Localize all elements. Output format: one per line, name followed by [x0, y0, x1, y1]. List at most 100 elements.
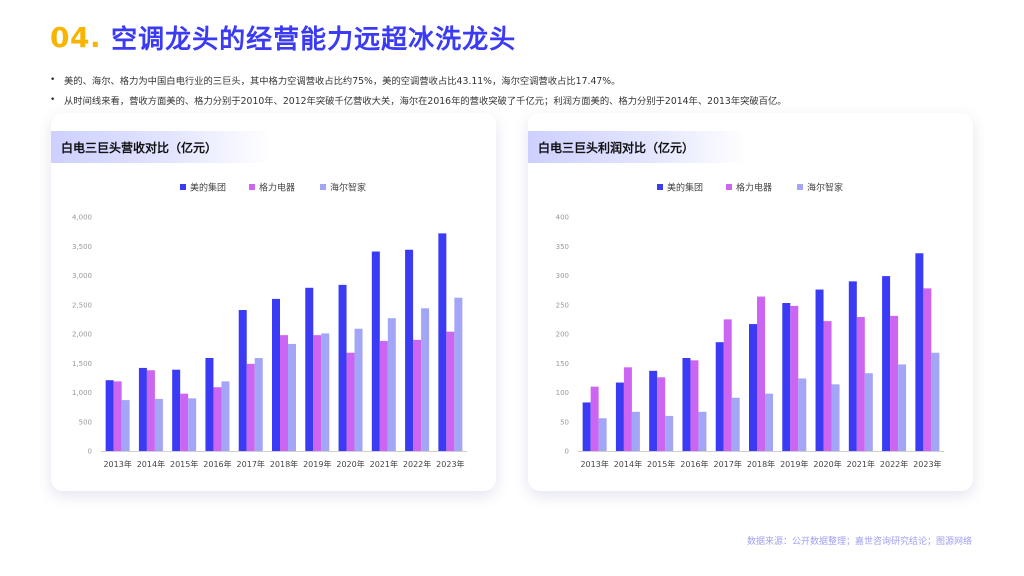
legend-label: 格力电器	[736, 182, 772, 194]
bar	[238, 310, 247, 451]
bullet-text: 从时间线来看，营收方面美的、格力分别于2010年、2012年突破千亿营收大关，海…	[64, 96, 787, 107]
bar	[454, 297, 463, 451]
bar	[723, 319, 732, 451]
revenue-chart-title: 白电三巨头营收对比（亿元）	[51, 131, 271, 163]
legend-swatch	[320, 184, 326, 190]
bar	[931, 352, 940, 451]
x-tick-label: 2018年	[270, 459, 298, 469]
bar	[623, 367, 632, 451]
y-tick-label: 300	[556, 272, 569, 280]
bar	[387, 318, 396, 451]
bar	[765, 393, 773, 451]
bar	[413, 339, 422, 451]
y-tick-label: 1,000	[72, 389, 92, 397]
y-tick-label: 250	[556, 301, 569, 309]
y-tick-label: 2,000	[72, 331, 92, 339]
legend-swatch	[797, 184, 803, 190]
bar	[815, 289, 824, 451]
bar	[280, 335, 288, 451]
y-tick-label: 500	[79, 418, 92, 426]
legend-swatch	[180, 184, 186, 190]
x-tick-label: 2018年	[747, 459, 775, 469]
section-number: 04.	[50, 20, 102, 54]
bar	[782, 302, 791, 451]
legend-label: 海尔智家	[330, 182, 366, 194]
bar	[272, 298, 280, 451]
bar	[254, 357, 263, 451]
y-tick-label: 400	[556, 214, 569, 222]
bar	[321, 333, 330, 451]
bar	[898, 364, 907, 451]
x-tick-label: 2022年	[880, 459, 908, 469]
bar	[657, 377, 666, 451]
x-tick-label: 2017年	[714, 459, 742, 469]
y-tick-label: 1,500	[72, 360, 92, 368]
x-tick-label: 2021年	[847, 459, 875, 469]
bar	[172, 369, 181, 451]
bar	[421, 308, 430, 451]
legend-label: 美的集团	[190, 182, 226, 194]
bar	[138, 367, 147, 451]
bar	[438, 233, 447, 451]
x-tick-label: 2014年	[614, 459, 642, 469]
profit-chart-title: 白电三巨头利润对比（亿元）	[528, 131, 748, 163]
x-tick-label: 2021年	[370, 459, 398, 469]
bar	[823, 321, 832, 451]
x-tick-label: 2017年	[237, 459, 265, 469]
bar	[598, 418, 607, 451]
bar	[354, 328, 363, 451]
bar	[121, 400, 130, 451]
bar	[590, 386, 599, 451]
bar	[405, 249, 414, 451]
bullet-text: 美的、海尔、格力为中国白电行业的三巨头，其中格力空调营收占比约75%，美的空调营…	[64, 76, 621, 87]
y-tick-label: 0	[565, 448, 569, 456]
y-tick-label: 200	[556, 331, 569, 339]
legend-label: 美的集团	[667, 182, 703, 194]
bullet-dot: •	[50, 95, 56, 105]
bar	[188, 398, 197, 451]
bar	[698, 411, 707, 451]
legend-label: 海尔智家	[807, 182, 843, 194]
bar	[690, 360, 699, 451]
bar	[213, 387, 222, 451]
profit-chart: 美的集团 格力电器 海尔智家 0 50 100 150 200 250 300 350 400 2013…	[556, 182, 944, 469]
x-tick-label: 2020年	[813, 459, 841, 469]
bar	[313, 335, 322, 451]
y-tick-label: 0	[88, 448, 92, 456]
bar	[105, 380, 114, 451]
bar	[205, 357, 214, 451]
bar	[890, 315, 899, 451]
x-tick-label: 2016年	[680, 459, 708, 469]
bullet-dot: •	[50, 75, 56, 85]
profit-chart-card: 白电三巨头利润对比（亿元） 美的集团 格力电器 海尔智家 0 50 100 150 200 25…	[528, 113, 973, 491]
page-title: 04. 空调龙头的经营能力远超冰洗龙头	[50, 15, 516, 59]
y-tick-label: 350	[556, 243, 569, 251]
y-tick-label: 100	[556, 389, 569, 397]
bullet-item: • 美的、海尔、格力为中国白电行业的三巨头，其中格力空调营收占比约75%，美的空…	[50, 70, 1000, 90]
bar	[379, 341, 388, 451]
bar	[113, 381, 122, 451]
bar	[221, 381, 230, 451]
bar	[288, 343, 296, 451]
revenue-chart: 美的集团 格力电器 海尔智家 0 500 1,000 1,500 2,000 2,500 3,00…	[72, 182, 467, 469]
y-tick-label: 150	[556, 360, 569, 368]
bar	[154, 398, 163, 451]
y-tick-label: 3,500	[72, 243, 92, 251]
bar	[848, 281, 857, 451]
x-tick-label: 2013年	[580, 459, 608, 469]
legend-swatch	[657, 184, 663, 190]
bar	[882, 276, 891, 451]
x-tick-label: 2023年	[913, 459, 941, 469]
legend-swatch	[726, 184, 732, 190]
x-tick-label: 2019年	[780, 459, 808, 469]
revenue-chart-card: 白电三巨头营收对比（亿元） 美的集团 格力电器 海尔智家 0 500 1,000 1,500…	[51, 113, 496, 491]
y-tick-label: 4,000	[72, 214, 92, 222]
x-tick-label: 2015年	[647, 459, 675, 469]
bar	[146, 370, 155, 451]
bullet-item: • 从时间线来看，营收方面美的、格力分别于2010年、2012年突破千亿营收大关…	[50, 90, 1000, 110]
bar	[790, 305, 799, 451]
x-tick-label: 2015年	[170, 459, 198, 469]
bullet-list: • 美的、海尔、格力为中国白电行业的三巨头，其中格力空调营收占比约75%，美的空…	[50, 70, 1000, 110]
bar	[346, 352, 355, 451]
bar	[582, 402, 591, 451]
